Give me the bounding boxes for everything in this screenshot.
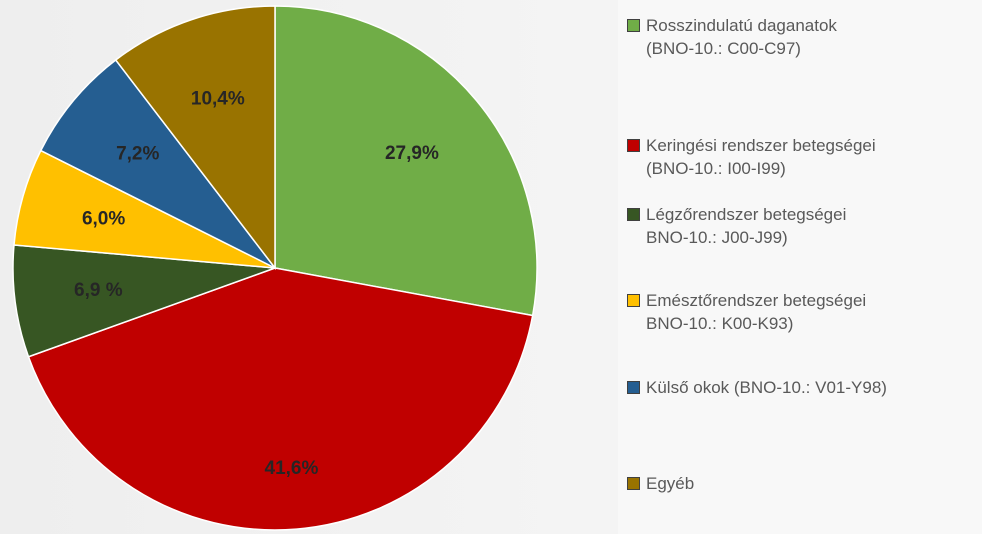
legend-item: Keringési rendszer betegségei (BNO-10.: … — [627, 134, 876, 180]
legend-swatch — [627, 294, 640, 307]
legend-swatch — [627, 208, 640, 221]
data-label: 10,4% — [191, 88, 245, 109]
pie-area: 27,9% 41,6% 6,9 % 6,0% 7,2% 10,4% — [12, 5, 538, 531]
legend-swatch — [627, 381, 640, 394]
legend-label: Légzőrendszer betegségei BNO-10.: J00-J9… — [646, 205, 847, 247]
data-label: 6,0% — [82, 208, 125, 229]
data-label: 41,6% — [265, 458, 319, 479]
legend-label: Keringési rendszer betegségei (BNO-10.: … — [646, 136, 876, 178]
legend-swatch — [627, 139, 640, 152]
legend: Rosszindulatú daganatok (BNO-10.: C00-C9… — [618, 0, 982, 534]
legend-swatch — [627, 477, 640, 490]
legend-label: Egyéb — [646, 474, 695, 493]
legend-item: Külső okok (BNO-10.: V01-Y98) — [627, 376, 887, 399]
legend-label: Külső okok (BNO-10.: V01-Y98) — [646, 378, 887, 397]
pie-slice — [274, 5, 538, 317]
legend-item: Rosszindulatú daganatok (BNO-10.: C00-C9… — [627, 14, 837, 60]
pie-slice — [12, 244, 276, 358]
pie-slice — [39, 58, 276, 269]
pie-slice — [27, 267, 534, 531]
data-label: 7,2% — [116, 143, 159, 164]
pie-slice — [114, 5, 276, 271]
legend-label: Rosszindulatú daganatok (BNO-10.: C00-C9… — [646, 16, 837, 58]
legend-item: Egyéb — [627, 472, 694, 495]
legend-item: Emésztőrendszer betegségei BNO-10.: K00-… — [627, 289, 866, 335]
legend-label: Emésztőrendszer betegségei BNO-10.: K00-… — [646, 291, 867, 333]
data-label: 6,9 % — [74, 280, 123, 301]
data-label: 27,9% — [385, 143, 439, 164]
legend-swatch — [627, 19, 640, 32]
legend-item: Légzőrendszer betegségei BNO-10.: J00-J9… — [627, 203, 846, 249]
